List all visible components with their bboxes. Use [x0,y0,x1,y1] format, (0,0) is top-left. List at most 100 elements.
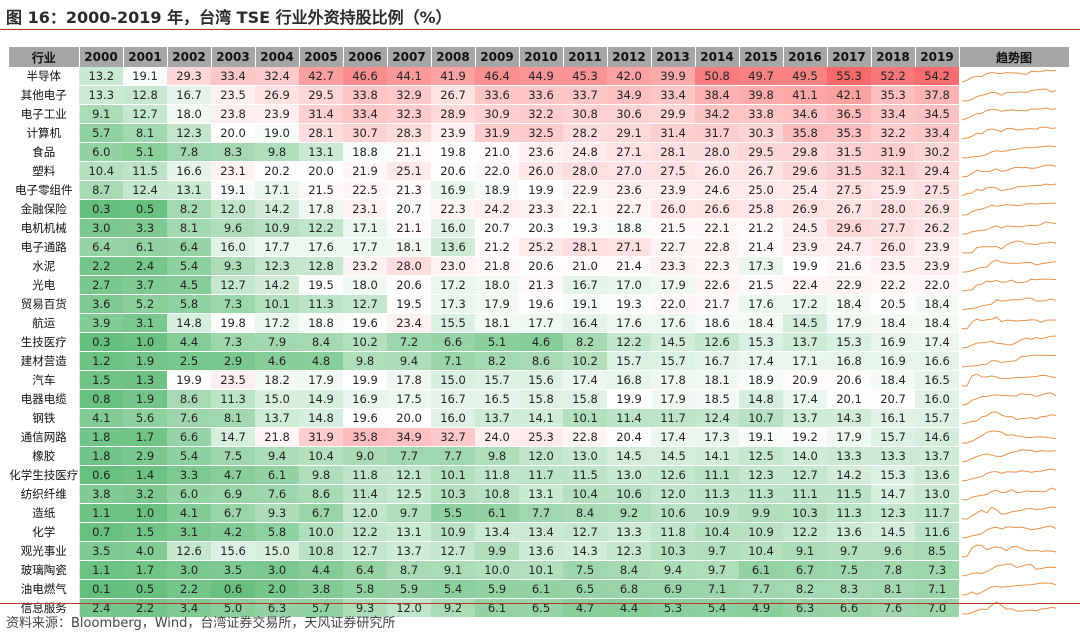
heatmap-cell: 19.9 [607,389,651,409]
heatmap-cell: 8.1 [211,408,255,428]
heatmap-cell: 4.4 [607,598,651,618]
heatmap-cell: 15.6 [211,541,255,561]
heatmap-cell: 23.5 [871,256,915,276]
heatmap-cell: 35.8 [343,427,387,447]
heatmap-cell: 9.7 [387,503,431,523]
heatmap-cell: 11.7 [915,503,959,523]
heatmap-cell: 11.8 [475,465,519,485]
heatmap-cell: 39.8 [739,85,783,105]
heatmap-cell: 11.7 [651,408,695,428]
heatmap-cell: 16.9 [871,351,915,371]
heatmap-cell: 11.4 [607,408,651,428]
heatmap-cell: 23.3 [519,199,563,219]
sparkline-line [961,468,1057,482]
heatmap-cell: 23.9 [651,180,695,200]
table-row: 食品 6.0 5.1 7.8 8.3 9.8 13.1 18.8 21.1 19.8 21.0 23.… [9,142,1069,162]
sparkline-svg [961,107,1057,121]
heatmap-cell: 2.7 [79,275,123,295]
heatmap-cell: 12.6 [167,541,211,561]
sparkline-svg [961,449,1057,463]
heatmap-cell: 4.7 [211,465,255,485]
heatmap-cell: 11.7 [519,465,563,485]
heatmap-cell: 0.5 [123,579,167,599]
heatmap-cell: 6.1 [739,560,783,580]
heatmap-cell: 8.1 [871,579,915,599]
heatmap-cell: 21.1 [387,142,431,162]
heatmap-cell: 4.4 [167,332,211,352]
heatmap-cell: 9.2 [431,598,475,618]
heatmap-cell: 30.3 [739,123,783,143]
sparkline-line [961,240,1057,254]
heatmap-cell: 13.0 [915,484,959,504]
heatmap-cell: 14.1 [519,408,563,428]
heatmap-cell: 26.9 [915,199,959,219]
trend-sparkline [959,446,1069,466]
year-header: 2018 [871,47,916,67]
heatmap-cell: 1.0 [123,503,167,523]
trend-sparkline [959,503,1069,523]
heatmap-cell: 4.7 [563,598,607,618]
heatmap-cell: 10.8 [299,541,343,561]
trend-sparkline [959,313,1069,333]
heatmap-cell: 8.4 [563,503,607,523]
heatmap-cell: 1.0 [123,332,167,352]
trend-sparkline [959,237,1069,257]
heatmap-cell: 0.3 [79,199,123,219]
heatmap-cell: 22.9 [827,275,871,295]
heatmap-cell: 11.6 [915,522,959,542]
source-rule [0,603,1080,604]
heatmap-cell: 26.9 [783,199,827,219]
heatmap-cell: 6.1 [519,579,563,599]
industry-label: 电子工业 [9,104,80,124]
heatmap-cell: 12.0 [651,484,695,504]
heatmap-cell: 7.5 [827,560,871,580]
heatmap-cell: 24.8 [563,142,607,162]
sparkline-svg [961,468,1057,482]
heatmap-cell: 32.3 [387,104,431,124]
heatmap-cell: 39.9 [651,67,695,86]
heatmap-cell: 7.6 [871,598,915,618]
heatmap-cell: 33.6 [519,85,563,105]
heatmap-cell: 20.0 [387,408,431,428]
year-header: 2003 [211,47,256,67]
heatmap-cell: 27.5 [827,180,871,200]
sparkline-line [961,145,1057,159]
table-row: 电子零组件 8.7 12.4 13.1 19.1 17.1 21.5 22.5 21.3 16.9… [9,180,1069,200]
heatmap-cell: 18.8 [607,218,651,238]
heatmap-cell: 13.2 [79,67,123,86]
heatmap-cell: 13.1 [387,522,431,542]
heatmap-cell: 10.9 [739,522,783,542]
heatmap-cell: 20.6 [519,256,563,276]
heatmap-cell: 0.7 [79,522,123,542]
heatmap-cell: 23.3 [651,256,695,276]
heatmap-cell: 13.3 [871,446,915,466]
heatmap-cell: 26.9 [255,85,299,105]
heatmap-cell: 20.0 [299,161,343,181]
heatmap-cell: 21.4 [739,237,783,257]
heatmap-cell: 10.3 [431,484,475,504]
year-header: 2017 [827,47,872,67]
heatmap-cell: 12.4 [695,408,739,428]
heatmap-cell: 29.6 [827,218,871,238]
trend-sparkline [959,465,1069,485]
table-row: 橡胶 1.8 2.9 5.4 7.5 9.4 10.4 9.0 7.7 7.7 9.8 12.0 13.… [9,446,1069,466]
sparkline-line [961,506,1057,520]
heatmap-cell: 2.0 [255,579,299,599]
sparkline-svg [961,164,1057,178]
heatmap-cell: 2.4 [123,256,167,276]
heatmap-cell: 29.1 [607,123,651,143]
trend-sparkline [959,180,1069,200]
year-header: 2005 [299,47,344,67]
heatmap-cell: 28.0 [563,161,607,181]
heatmap-cell: 31.9 [299,427,343,447]
heatmap-cell: 22.4 [783,275,827,295]
heatmap-cell: 16.0 [211,237,255,257]
heatmap-cell: 17.3 [739,256,783,276]
heatmap-cell: 17.9 [299,370,343,390]
heatmap-cell: 7.3 [211,332,255,352]
heatmap-cell: 23.4 [387,313,431,333]
sparkline-svg [961,563,1057,577]
heatmap-cell: 20.7 [387,199,431,219]
heatmap-cell: 36.5 [827,104,871,124]
heatmap-cell: 22.1 [695,218,739,238]
